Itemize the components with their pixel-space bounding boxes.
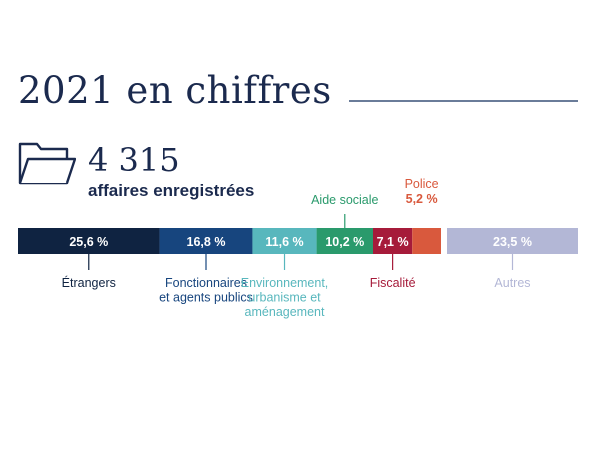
value-label: 16,8 %: [187, 235, 226, 249]
bar-segment: [252, 228, 317, 254]
value-label: 5,2 %: [406, 192, 438, 206]
folder-icon: [18, 142, 76, 185]
category-label: Environnement,: [241, 276, 329, 290]
bar-segment: [412, 228, 441, 254]
category-label: Autres: [494, 276, 530, 290]
value-label: 7,1 %: [377, 235, 409, 249]
bar-segment: [447, 228, 578, 254]
case-count-value: 4 315: [88, 141, 180, 179]
case-count-label: affaires enregistrées: [88, 181, 255, 200]
value-label: 25,6 %: [69, 235, 108, 249]
page-title: 2021 en chiffres: [18, 69, 332, 112]
category-label: aménagement: [245, 305, 325, 319]
title-divider: [349, 100, 578, 102]
bar-segment: [159, 228, 253, 254]
category-label: Fonctionnaires: [165, 276, 247, 290]
value-label: 23,5 %: [493, 235, 532, 249]
category-label: Police: [405, 177, 439, 191]
value-label: 10,2 %: [325, 235, 364, 249]
bar-segment: [372, 228, 413, 254]
category-label: et agents publics: [159, 291, 253, 305]
category-label: Aide sociale: [311, 193, 378, 207]
value-label: 11,6 %: [265, 235, 303, 249]
category-label: Étrangers: [62, 275, 116, 290]
category-label: urbanisme et: [248, 291, 321, 305]
bar-segment: [18, 228, 160, 254]
bar-segment: [316, 228, 373, 254]
category-label: Fiscalité: [370, 276, 416, 290]
